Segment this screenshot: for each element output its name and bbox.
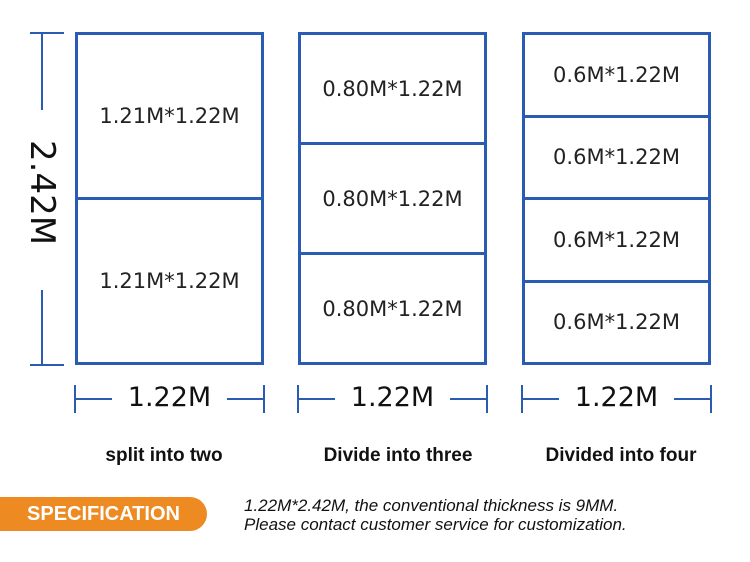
- panel-cell: 0.6M*1.22M: [525, 114, 708, 198]
- panel-cell: 0.80M*1.22M: [301, 142, 484, 252]
- dim-line-top: [41, 32, 43, 110]
- panel-split-four: 0.6M*1.22M 0.6M*1.22M 0.6M*1.22M 0.6M*1.…: [522, 32, 711, 365]
- panel-cell: 1.21M*1.22M: [99, 104, 240, 128]
- width-dimension: 1.22M: [521, 382, 712, 413]
- panel-split-three: 0.80M*1.22M 0.80M*1.22M 0.80M*1.22M: [298, 32, 487, 365]
- width-label: 1.22M: [574, 382, 659, 413]
- spec-line-1: 1.22M*2.42M, the conventional thickness …: [244, 496, 619, 515]
- panel-cell: 0.6M*1.22M: [525, 279, 708, 363]
- caption-three: Divide into three: [323, 445, 473, 466]
- specification-text: 1.22M*2.42M, the conventional thickness …: [244, 496, 627, 534]
- dim-tick-top: [30, 32, 64, 34]
- dim-line-bottom: [41, 290, 43, 365]
- panel-split-two: 1.21M*1.22M 1.21M*1.22M: [75, 32, 264, 365]
- width-label: 1.22M: [127, 382, 212, 413]
- width-label: 1.22M: [350, 382, 435, 413]
- panel-cell: 0.80M*1.22M: [322, 76, 463, 101]
- panel-cell: 0.6M*1.22M: [525, 197, 708, 280]
- width-dimension: 1.22M: [297, 382, 488, 413]
- panel-cell: 1.21M*1.22M: [78, 197, 261, 362]
- height-label: 2.42M: [22, 140, 62, 246]
- panel-cell: 0.6M*1.22M: [553, 62, 680, 87]
- caption-two: split into two: [105, 445, 223, 466]
- dim-tick-bottom: [30, 364, 64, 366]
- width-dimension: 1.22M: [74, 382, 265, 413]
- spec-line-2: Please contact customer service for cust…: [244, 515, 627, 534]
- specification-badge: SPECIFICATION: [0, 497, 207, 531]
- caption-four: Divided into four: [545, 445, 697, 466]
- panel-cell: 0.80M*1.22M: [301, 252, 484, 362]
